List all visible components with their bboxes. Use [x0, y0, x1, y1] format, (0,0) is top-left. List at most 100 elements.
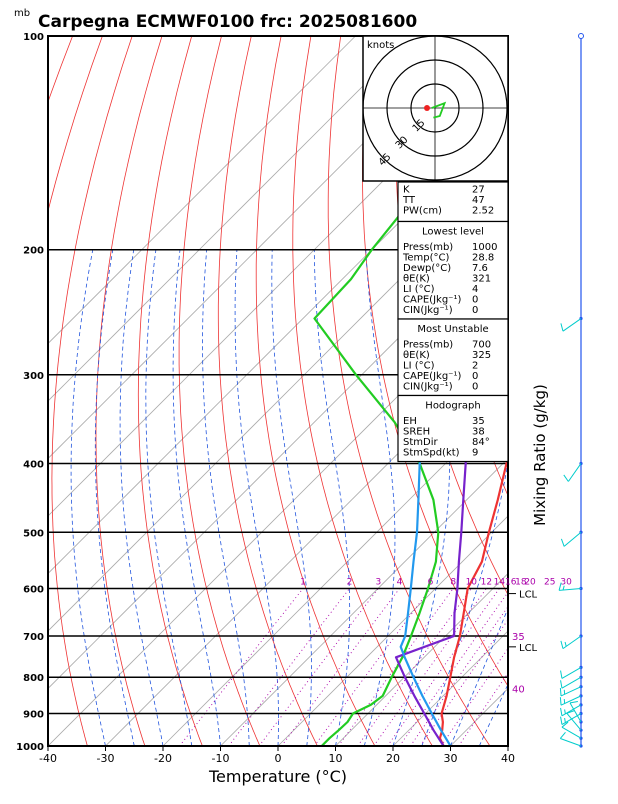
- index-value: 2: [472, 361, 478, 372]
- isotherm-line: [0, 36, 618, 746]
- wind-barb-feather: [565, 718, 566, 722]
- dry-adiabat: [6, 36, 102, 761]
- wind-barb-feather: [561, 323, 563, 331]
- x-axis-label: Temperature (°C): [208, 767, 347, 786]
- moist-adiabat: [203, 250, 250, 746]
- wind-barb-staff: [564, 532, 581, 546]
- index-label: TT: [402, 195, 416, 206]
- hodograph-stats-header: Hodograph: [425, 401, 480, 412]
- index-label: Temp(°C): [402, 253, 450, 264]
- index-value: 700: [472, 340, 491, 351]
- pressure-tick-label: 900: [23, 710, 44, 721]
- isotherm-line: [0, 36, 356, 746]
- wind-barb-feather: [565, 642, 566, 646]
- wind-axis-top: [579, 34, 584, 39]
- index-value: 35: [472, 416, 485, 427]
- index-label: LI (°C): [403, 361, 435, 372]
- lcl-label: LCL: [519, 643, 538, 654]
- pressure-tick-label: 600: [23, 584, 44, 595]
- temperature-tick-label: -20: [154, 752, 172, 765]
- wind-profile: [559, 34, 583, 748]
- index-label: K: [403, 185, 410, 196]
- index-label: CAPE(Jkg⁻¹): [403, 371, 461, 382]
- skew-isotherms: [0, 36, 618, 746]
- right-axis-label: Mixing Ratio (g/kg): [531, 384, 549, 526]
- wind-barb-staff: [560, 738, 581, 746]
- index-value: 0: [472, 295, 478, 306]
- theta-e-label: 35: [512, 632, 525, 643]
- mixing-ratio-line: [459, 589, 566, 747]
- wind-barb-staff: [562, 677, 581, 688]
- mixing-ratio-line: [180, 589, 304, 747]
- index-value: 325: [472, 350, 491, 361]
- index-label: θE(K): [403, 350, 430, 361]
- mixing-ratio-label: 4: [397, 577, 403, 587]
- mixing-ratio-line: [410, 589, 521, 747]
- storm-motion-marker: [424, 105, 430, 111]
- wind-barb-feather: [564, 475, 569, 482]
- dry-adiabat: [218, 36, 325, 761]
- wind-barb-feather: [560, 688, 561, 696]
- pressure-tick-label: 500: [23, 528, 44, 539]
- index-label: StmSpd(kt): [403, 448, 460, 459]
- isotherm-line: [0, 36, 413, 746]
- index-label: LI (°C): [403, 284, 435, 295]
- dry-adiabat: [609, 36, 618, 761]
- index-value: 27: [472, 185, 485, 196]
- index-label: StmDir: [403, 437, 438, 448]
- dry-adiabat: [0, 36, 73, 761]
- mixing-ratio-label: 8: [450, 577, 456, 587]
- pressure-tick-label: 200: [23, 246, 44, 257]
- mixing-ratio-label: 1: [300, 577, 306, 587]
- index-value: 0: [472, 371, 478, 382]
- index-label: CIN(Jkg⁻¹): [403, 382, 453, 393]
- moist-adiabat: [508, 250, 618, 746]
- mixing-ratio-label: 25: [544, 577, 555, 587]
- temperature-tick-label: -40: [39, 752, 57, 765]
- index-label: PW(cm): [403, 206, 442, 217]
- ylabel-unit: mb: [14, 8, 30, 19]
- index-value: 9: [472, 448, 478, 459]
- moist-adiabat: [120, 250, 163, 746]
- mixing-ratio-line: [259, 589, 378, 747]
- moist-adiabat: [146, 250, 192, 746]
- index-value: 321: [472, 274, 491, 285]
- moist-adiabat: [272, 250, 312, 746]
- wind-barb-feather: [565, 709, 566, 713]
- index-value: 38: [472, 427, 485, 438]
- theta-e-label: 40: [512, 685, 525, 696]
- wind-barb-staff: [562, 667, 581, 678]
- wind-barb-staff: [559, 588, 581, 590]
- wind-barb-staff: [568, 463, 581, 481]
- temperature-tick-label: -30: [97, 752, 115, 765]
- wind-barb-staff: [567, 713, 581, 730]
- pressure-tick-label: 400: [23, 459, 44, 470]
- moist-adiabat: [71, 250, 105, 746]
- index-value: 84°: [472, 437, 490, 448]
- temperature-tick-label: 10: [329, 752, 343, 765]
- wind-barb-feather: [561, 717, 562, 725]
- wind-barb-feather: [561, 641, 563, 649]
- wind-barb-feather: [570, 702, 578, 703]
- wind-barb-staff: [563, 636, 581, 649]
- index-label: CIN(Jkg⁻¹): [403, 305, 453, 316]
- temperature-tick-label: 20: [386, 752, 400, 765]
- index-value: 4: [472, 284, 478, 295]
- dry-adiabat: [96, 36, 162, 761]
- wind-barb-feather: [561, 671, 562, 679]
- index-value: 0: [472, 382, 478, 393]
- mixing-ratio-label: 3: [375, 577, 381, 587]
- wind-barb-feather: [560, 732, 565, 738]
- index-label: SREH: [403, 427, 430, 438]
- wind-barb-feather: [561, 539, 564, 547]
- mixing-ratio-label: 10: [466, 577, 478, 587]
- index-label: Dewp(°C): [403, 263, 451, 274]
- pressure-tick-label: 800: [23, 673, 44, 684]
- temperature-tick-label: 40: [501, 752, 515, 765]
- mixing-ratio-label: 30: [560, 577, 572, 587]
- dry-adiabat: [549, 36, 618, 761]
- wind-barb-feather: [560, 697, 561, 705]
